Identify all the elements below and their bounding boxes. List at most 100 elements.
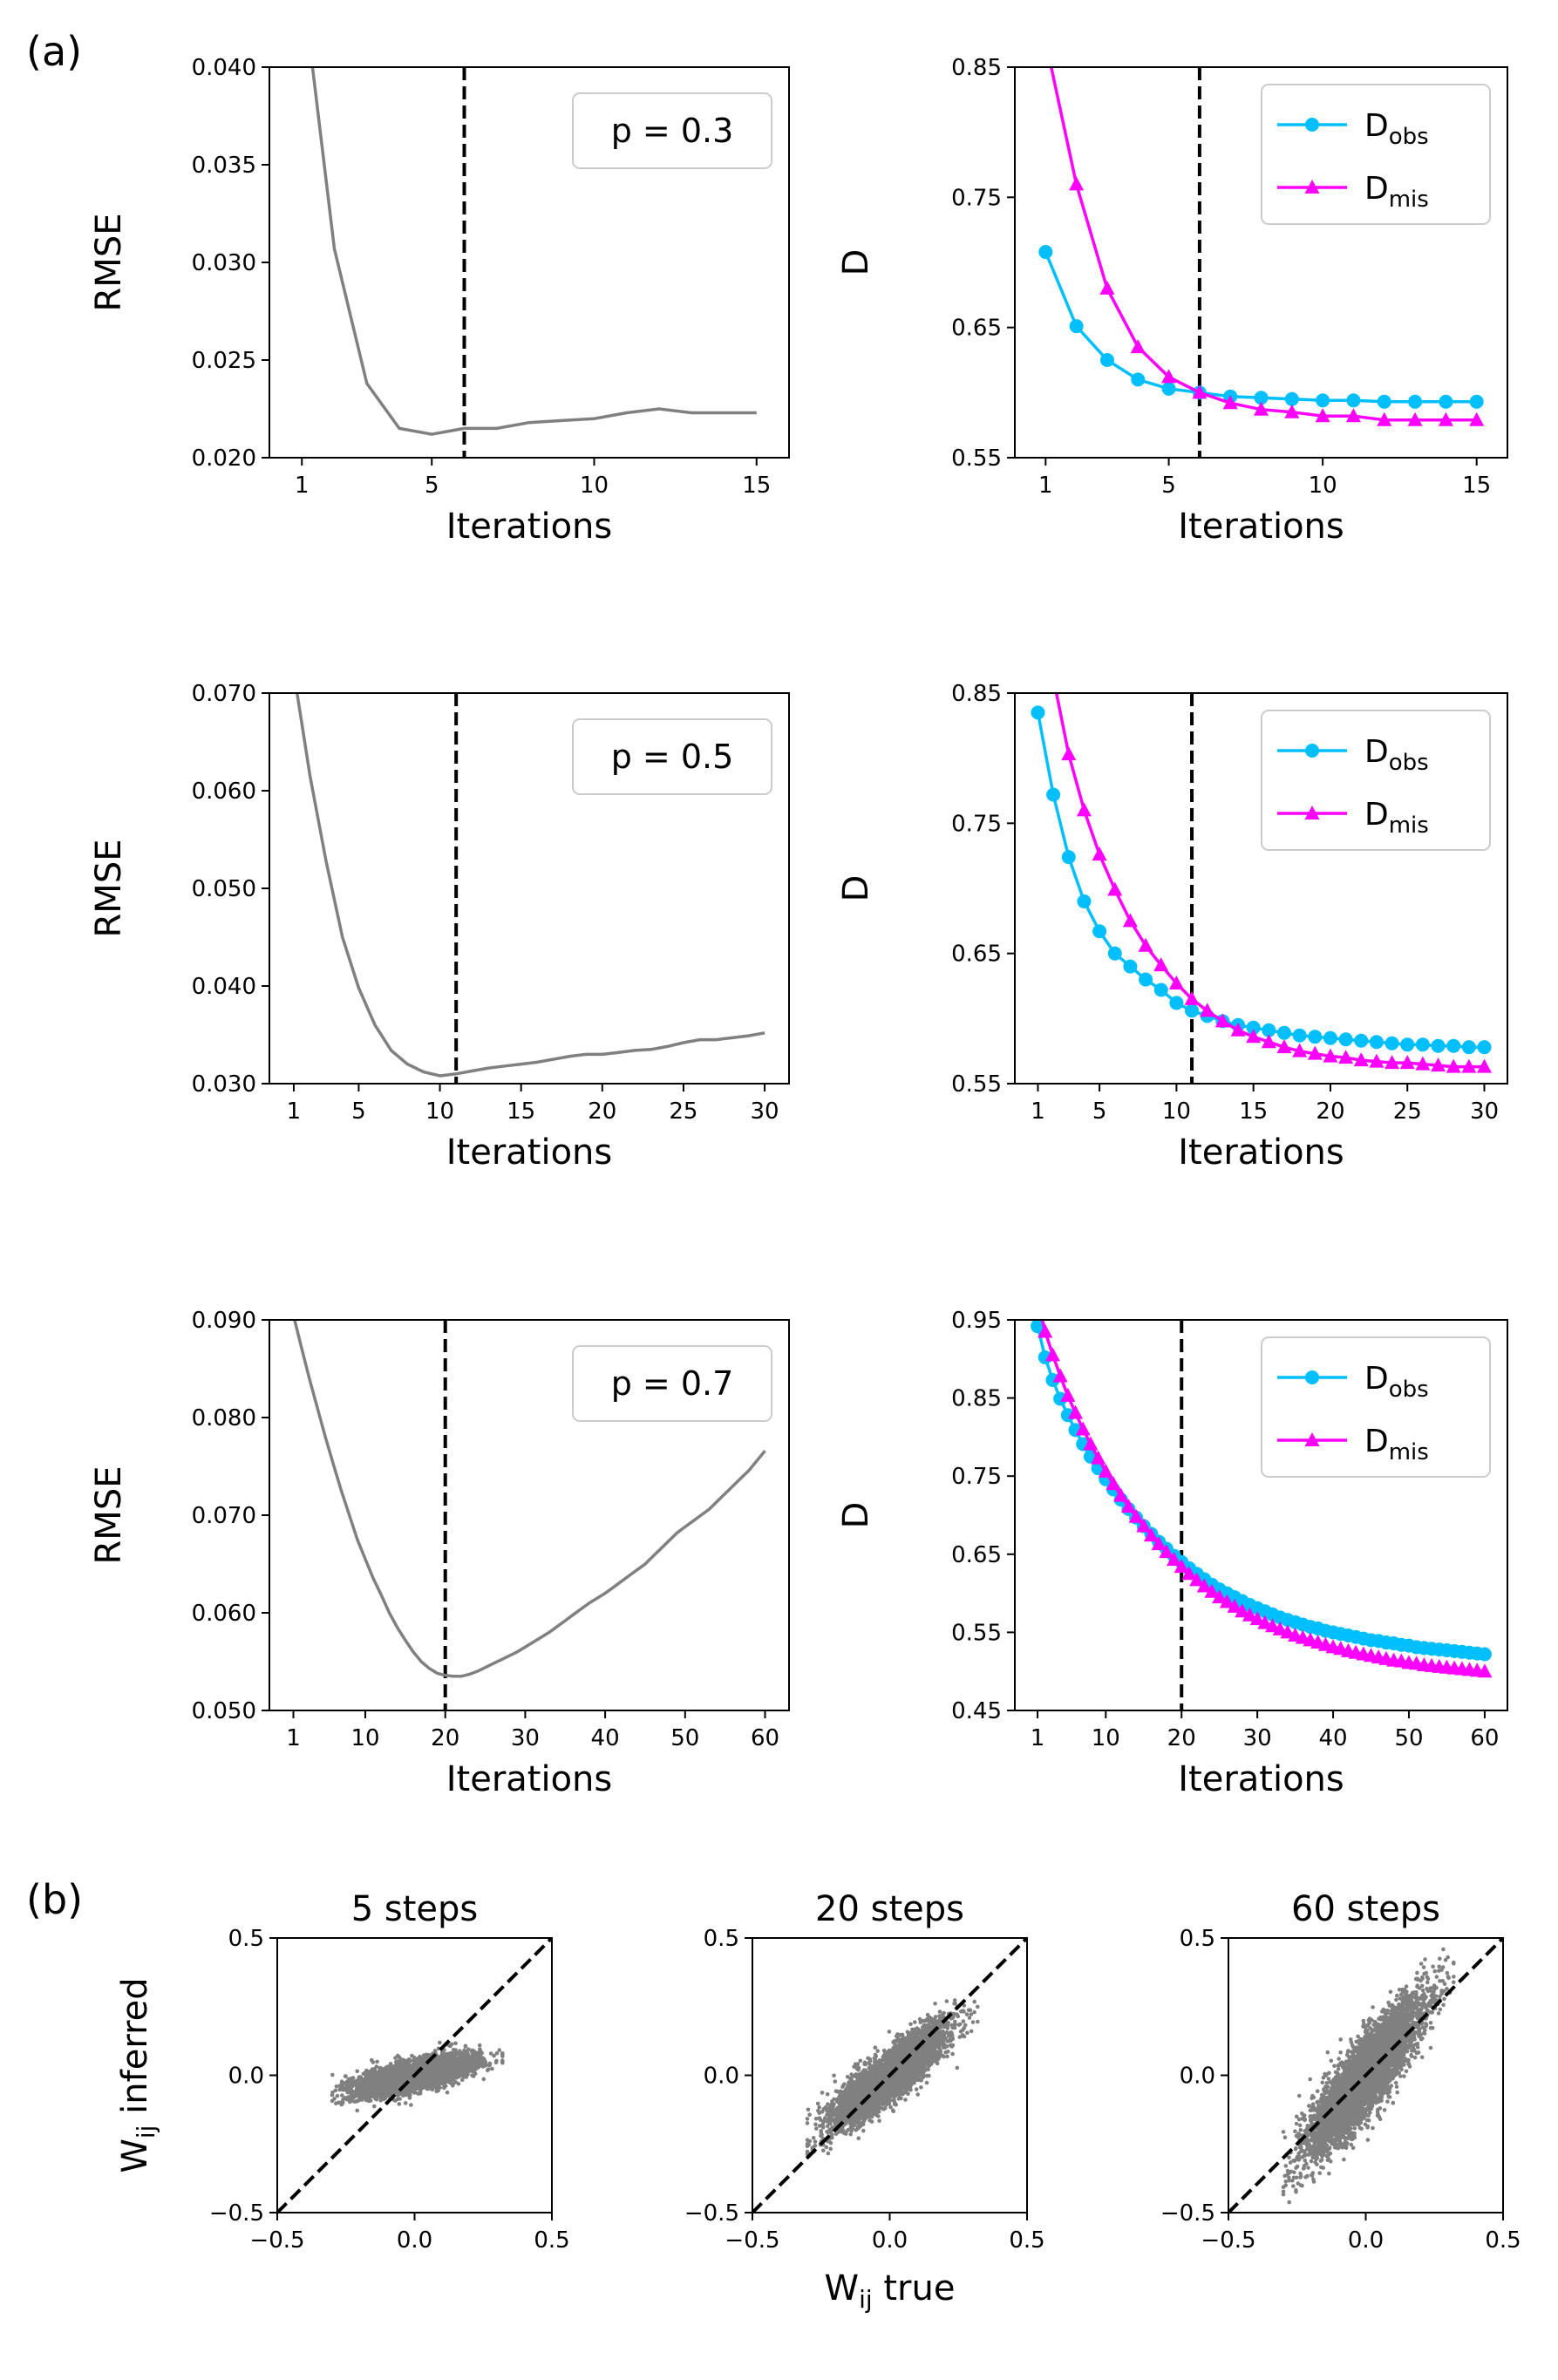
scatter-point (451, 2051, 455, 2056)
series-1-point (1385, 1055, 1400, 1070)
series-0-point (1254, 391, 1269, 405)
legend-marker-1 (1304, 806, 1320, 819)
series-1-point (1438, 411, 1453, 426)
x-tick-label: 50 (670, 1725, 699, 1751)
plot-area (1038, 67, 1485, 458)
y-tick-label: 0.85 (951, 1386, 1002, 1412)
scatter-point (378, 2097, 384, 2101)
series-1-point (1122, 913, 1138, 928)
series-0-point (1477, 1647, 1492, 1662)
scatter-point (453, 2041, 458, 2046)
y-tick-label: 0.025 (192, 348, 256, 374)
x-tick-label: 15 (742, 473, 771, 499)
x-tick-label: 15 (1462, 473, 1491, 499)
scatter-point (500, 2058, 505, 2063)
x-tick-label: 10 (425, 1098, 454, 1125)
x-axis-label: Iterations (446, 507, 613, 547)
y-axis-label: RMSE (89, 214, 129, 312)
legend-label-main: D (1364, 734, 1389, 770)
scatter-point (361, 2071, 366, 2077)
scatter-point (339, 2087, 344, 2091)
scatter-point (458, 2049, 462, 2053)
series-1-point (1446, 1058, 1461, 1073)
subplot-a-1-2: 1 5 10 150.550.650.750.85DobsDmisIterations… (836, 55, 1508, 547)
x-tick-label: 30 (1470, 1098, 1499, 1125)
axes-frame (269, 66, 790, 459)
series-1-point (1284, 404, 1300, 418)
x-axis-label: Iterations (446, 1132, 613, 1173)
series-1-point (1069, 176, 1085, 191)
y-tick-label: 0.65 (951, 942, 1002, 968)
axes-frame (269, 692, 790, 1085)
series-1-point (1151, 1536, 1167, 1551)
series-1-point (1461, 1058, 1477, 1073)
y-tick-label: 0.030 (192, 250, 256, 276)
series-1-point (1214, 1013, 1230, 1028)
x-tick-label: 5 (1161, 473, 1176, 499)
scatter-point (445, 2090, 450, 2095)
series-1-point (1189, 1572, 1205, 1587)
series-1-point (1477, 1058, 1493, 1073)
y-axis-label: D (836, 875, 876, 902)
x-tick-label: 1 (1031, 1725, 1045, 1751)
scatter-point (477, 2043, 482, 2048)
x-axis-label: Iterations (446, 1759, 613, 1799)
series-1-point (1315, 408, 1330, 423)
scatter-point (398, 2097, 402, 2101)
series-0-point (1131, 372, 1146, 387)
series-1-point (1113, 1487, 1129, 1502)
scatter-point (482, 2057, 486, 2062)
scatter-point (386, 2092, 391, 2097)
series-0-point (1046, 787, 1061, 802)
plot-area (1031, 693, 1493, 1084)
scatter-point (438, 2040, 442, 2045)
legend-label-1: Dmis (1364, 171, 1429, 213)
legend-marker-0 (1305, 744, 1319, 758)
scatter-point (346, 2077, 351, 2082)
y-axis-label: D (836, 1502, 876, 1529)
series-0-point (1123, 959, 1138, 974)
scatter-point (442, 2085, 446, 2091)
legend-label-sub: obs (1389, 1377, 1429, 1403)
x-tick-label: 5 (1092, 1098, 1107, 1125)
legend-label-0: Dobs (1364, 1361, 1429, 1403)
series-1-point (1222, 395, 1238, 410)
axes-frame (269, 1319, 790, 1711)
scatter-point (432, 2049, 438, 2053)
series-1-point (1407, 411, 1423, 426)
series-0-point (1061, 850, 1076, 865)
x-tick-label: 60 (751, 1725, 779, 1751)
x-tick-label: 20 (431, 1725, 459, 1751)
series-1-point (1200, 1003, 1215, 1017)
scatter-point (397, 2102, 402, 2106)
series-0-point (1099, 353, 1114, 367)
legend-label-sub: obs (1389, 750, 1429, 776)
scatter-point (449, 2042, 454, 2047)
series-0-point (1316, 393, 1330, 408)
scatter-point (346, 2095, 350, 2099)
scatter-point (434, 2089, 439, 2094)
legend-label-1: Dmis (1364, 797, 1429, 839)
series-0-point (1292, 1028, 1307, 1043)
scatter-point (450, 2084, 455, 2088)
scatter-point (500, 2051, 505, 2056)
scatter-point (463, 2049, 467, 2054)
scatter-point (360, 2091, 365, 2097)
series-0-point (1469, 394, 1484, 409)
series-1-point (1128, 1508, 1144, 1523)
y-tick-label: 0.75 (951, 185, 1002, 211)
panel-label-b: (b) (26, 1876, 83, 1923)
series-1-point (1143, 1527, 1159, 1542)
scatter-point (396, 2053, 400, 2058)
series-1-point (1174, 1559, 1189, 1574)
series-0-point (1153, 983, 1168, 997)
scatter-point (364, 2091, 369, 2095)
plot-area (293, 1320, 766, 1710)
series-line-0 (295, 693, 765, 1078)
x-tick-label: 20 (588, 1098, 616, 1125)
series-1-point (1377, 411, 1392, 426)
legend-box (1261, 84, 1491, 225)
annotation-text: p = 0.3 (611, 112, 734, 150)
subplot-a-3-1: 1 10 20 30 40 50 600.0500.0600.0700.0800.090p … (89, 1308, 790, 1799)
